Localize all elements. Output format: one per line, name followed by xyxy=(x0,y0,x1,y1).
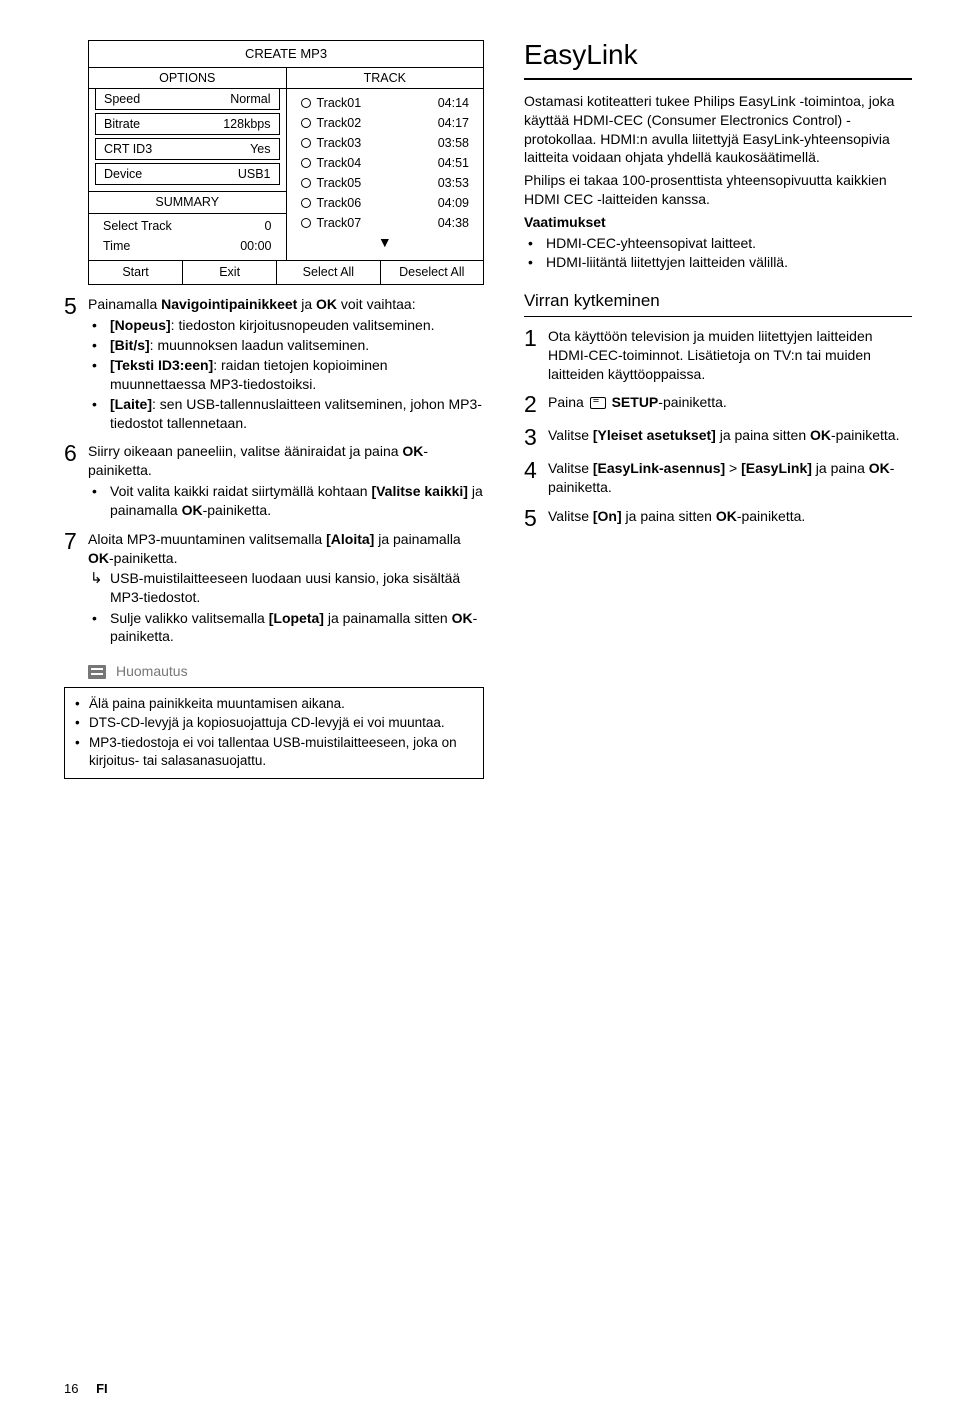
req-item: HDMI-liitäntä liitettyjen laitteiden väl… xyxy=(546,253,912,272)
deselect-all-button[interactable]: Deselect All xyxy=(380,261,483,284)
option-row[interactable]: SpeedNormal xyxy=(95,89,280,110)
radio-icon xyxy=(301,198,311,208)
step-7: 7 Aloita MP3-muuntaminen valitsemalla [A… xyxy=(64,530,484,646)
radio-icon xyxy=(301,118,311,128)
list-item: [Nopeus]: tiedoston kirjoitusnopeuden va… xyxy=(110,316,484,335)
list-item: [Teksti ID3:een]: raidan tietojen kopioi… xyxy=(110,356,484,394)
r-step-2: 2 Paina SETUP-painiketta. xyxy=(524,393,912,416)
track-row[interactable]: Track0303:58 xyxy=(293,133,478,153)
step-number: 5 xyxy=(524,507,548,530)
step-number: 5 xyxy=(64,295,88,432)
options-header: OPTIONS xyxy=(89,68,286,90)
r-step-5: 5 Valitse [On] ja paina sitten OK-painik… xyxy=(524,507,912,530)
panel-title: CREATE MP3 xyxy=(89,41,483,67)
r-step-3: 3 Valitse [Yleiset asetukset] ja paina s… xyxy=(524,426,912,449)
note-box: Älä paina painikkeita muuntamisen aikana… xyxy=(64,687,484,779)
radio-icon xyxy=(301,98,311,108)
r-step-4: 4 Valitse [EasyLink-asennus] > [EasyLink… xyxy=(524,459,912,497)
track-pane: TRACK Track0104:14Track0204:17Track0303:… xyxy=(286,67,484,261)
radio-icon xyxy=(301,178,311,188)
track-row[interactable]: Track0604:09 xyxy=(293,193,478,213)
track-row[interactable]: Track0503:53 xyxy=(293,173,478,193)
track-row[interactable]: Track0204:17 xyxy=(293,113,478,133)
option-row[interactable]: CRT ID3Yes xyxy=(95,138,280,160)
step-number: 1 xyxy=(524,327,548,384)
list-item: Voit valita kaikki raidat siirtymällä ko… xyxy=(110,482,484,520)
scroll-down-icon[interactable]: ▼ xyxy=(287,235,484,249)
track-row[interactable]: Track0404:51 xyxy=(293,153,478,173)
track-row[interactable]: Track0104:14 xyxy=(293,93,478,113)
exit-button[interactable]: Exit xyxy=(182,261,276,284)
subsection-title: Virran kytkeminen xyxy=(524,290,912,317)
radio-icon xyxy=(301,138,311,148)
intro-text: Ostamasi kotiteatteri tukee Philips Easy… xyxy=(524,92,912,168)
option-row[interactable]: Bitrate128kbps xyxy=(95,113,280,135)
step-number: 6 xyxy=(64,442,88,520)
section-title: EasyLink xyxy=(524,36,912,80)
setup-icon xyxy=(590,397,606,409)
summary-header: SUMMARY xyxy=(89,191,286,214)
result-item: USB-muistilaitteeseen luodaan uusi kansi… xyxy=(110,569,484,607)
options-pane: OPTIONS SpeedNormal Bitrate128kbps CRT I… xyxy=(89,67,286,261)
step-number: 2 xyxy=(524,393,548,416)
summary-row: Select Track0 xyxy=(95,216,280,236)
step-number: 4 xyxy=(524,459,548,497)
note-heading: Huomautus xyxy=(88,662,484,681)
intro-text-2: Philips ei takaa 100-prosenttista yhteen… xyxy=(524,171,912,209)
req-item: HDMI-CEC-yhteensopivat laitteet. xyxy=(546,234,912,253)
step-5: 5 Painamalla Navigointipainikkeet ja OK … xyxy=(64,295,484,432)
step-number: 7 xyxy=(64,530,88,646)
step-6: 6 Siirry oikeaan paneeliin, valitse ääni… xyxy=(64,442,484,520)
radio-icon xyxy=(301,218,311,228)
radio-icon xyxy=(301,158,311,168)
option-row[interactable]: DeviceUSB1 xyxy=(95,163,280,185)
r-step-1: 1 Ota käyttöön television ja muiden liit… xyxy=(524,327,912,384)
note-item: MP3-tiedostoja ei voi tallentaa USB-muis… xyxy=(89,734,473,770)
start-button[interactable]: Start xyxy=(89,261,182,284)
page-footer: 16 FI xyxy=(64,1380,108,1398)
create-mp3-panel: CREATE MP3 OPTIONS SpeedNormal Bitrate12… xyxy=(88,40,484,285)
step-number: 3 xyxy=(524,426,548,449)
list-item: Sulje valikko valitsemalla [Lopeta] ja p… xyxy=(110,609,484,647)
note-item: Älä paina painikkeita muuntamisen aikana… xyxy=(89,695,473,713)
select-all-button[interactable]: Select All xyxy=(276,261,379,284)
list-item: [Laite]: sen USB-tallennuslaitteen valit… xyxy=(110,395,484,433)
note-icon xyxy=(88,665,106,679)
note-item: DTS-CD-levyjä ja kopiosuojattuja CD-levy… xyxy=(89,714,473,732)
track-row[interactable]: Track0704:38 xyxy=(293,213,478,233)
requirements-head: Vaatimukset xyxy=(524,214,606,230)
track-header: TRACK xyxy=(287,68,484,90)
list-item: [Bit/s]: muunnoksen laadun valitseminen. xyxy=(110,336,484,355)
summary-row: Time00:00 xyxy=(95,236,280,256)
